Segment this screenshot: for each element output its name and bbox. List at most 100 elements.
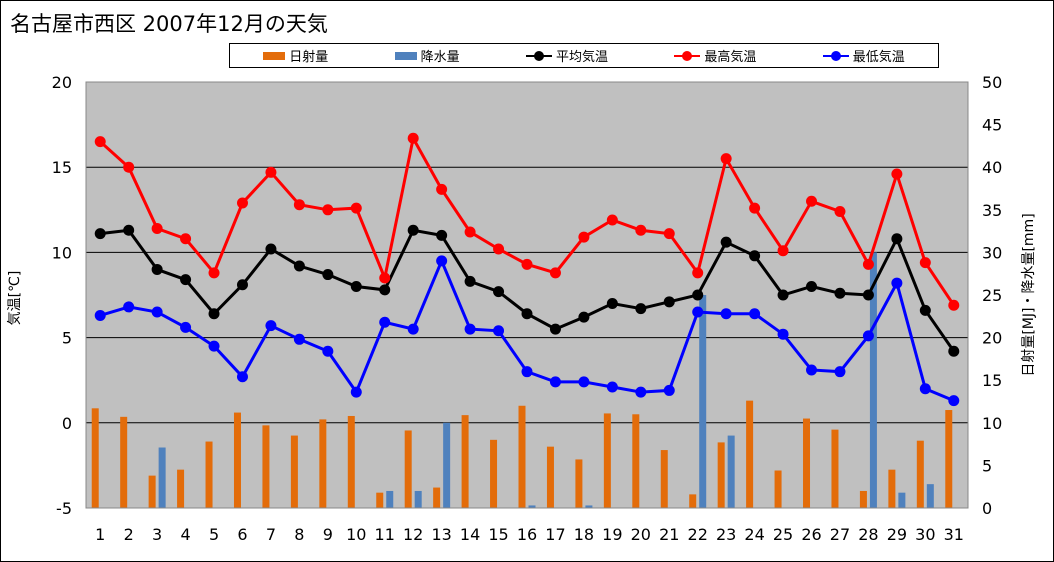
bar-solar	[262, 425, 270, 508]
bar-solar	[205, 441, 213, 508]
point-avg	[919, 304, 931, 316]
bar-solar	[233, 412, 241, 508]
bar-rain	[386, 490, 394, 508]
point-max	[720, 153, 732, 165]
x-tick-label: 5	[209, 525, 219, 544]
y-right-tick-label: 50	[982, 73, 1002, 92]
x-tick-label: 4	[180, 525, 190, 544]
legend-swatch-solar	[263, 51, 286, 60]
point-max	[350, 202, 362, 214]
point-max	[464, 226, 476, 238]
y-right-tick-label: 30	[982, 243, 1002, 262]
y-axis-left-label: 気温[℃]	[7, 270, 23, 326]
point-min	[578, 376, 590, 388]
bar-solar	[575, 459, 583, 508]
point-max	[94, 136, 106, 148]
bar-solar	[689, 494, 697, 508]
point-max	[549, 267, 561, 279]
legend-label-avg: 平均気温	[555, 50, 608, 65]
bar-solar	[91, 408, 99, 508]
point-max	[407, 132, 419, 144]
x-tick-label: 18	[574, 525, 594, 544]
point-max	[265, 166, 277, 178]
x-tick-label: 1	[95, 525, 105, 544]
bar-solar	[319, 419, 327, 508]
point-max	[180, 233, 192, 245]
bar-rain	[898, 492, 906, 508]
bar-solar	[490, 439, 498, 508]
x-tick-label: 20	[631, 525, 651, 544]
point-avg	[293, 260, 305, 272]
point-avg	[834, 287, 846, 299]
bar-solar	[376, 492, 384, 508]
point-min	[265, 320, 277, 332]
point-max	[293, 199, 305, 211]
x-tick-label: 12	[403, 525, 423, 544]
bar-solar	[404, 430, 412, 508]
point-min	[749, 308, 761, 320]
y-right-tick-label: 35	[982, 201, 1002, 220]
x-tick-label: 2	[124, 525, 134, 544]
point-min	[606, 381, 618, 393]
y-axis-right-label: 日射量[MJ]・降水量[mm]	[1021, 213, 1037, 377]
point-avg	[635, 303, 647, 315]
point-min	[379, 316, 391, 328]
y-right-tick-label: 0	[982, 499, 992, 518]
point-min	[151, 306, 163, 318]
x-tick-label: 29	[887, 525, 907, 544]
x-tick-label: 17	[545, 525, 565, 544]
bar-solar	[774, 470, 782, 508]
chart-title: 名古屋市西区 2007年12月の天気	[10, 12, 328, 36]
bar-solar	[177, 469, 185, 508]
legend-swatch-min	[822, 50, 849, 62]
point-min	[549, 376, 561, 388]
x-tick-label: 10	[346, 525, 366, 544]
point-avg	[464, 275, 476, 287]
point-avg	[692, 289, 704, 301]
point-min	[834, 366, 846, 378]
point-avg	[663, 296, 675, 308]
point-max	[663, 228, 675, 240]
point-max	[436, 183, 448, 195]
legend-label-min: 最低気温	[852, 50, 905, 65]
point-max	[493, 243, 505, 255]
point-avg	[236, 279, 248, 291]
legend-swatch-rain	[394, 51, 417, 60]
bar-solar	[888, 469, 896, 508]
x-tick-label: 8	[294, 525, 304, 544]
x-tick-label: 7	[266, 525, 276, 544]
point-min	[464, 323, 476, 335]
legend-swatch-avg	[525, 50, 552, 62]
x-tick-label: 26	[801, 525, 821, 544]
point-avg	[720, 236, 732, 248]
bar-solar	[717, 442, 725, 508]
point-max	[151, 223, 163, 235]
point-avg	[151, 263, 163, 275]
legend-item-solar: 日射量	[263, 46, 328, 65]
point-avg	[94, 228, 106, 240]
x-tick-label: 6	[237, 525, 247, 544]
bar-solar	[746, 400, 754, 508]
bar-solar	[461, 415, 469, 508]
point-min	[94, 309, 106, 321]
point-avg	[606, 298, 618, 310]
x-tick-label: 3	[152, 525, 162, 544]
point-avg	[806, 280, 818, 292]
point-avg	[180, 274, 192, 286]
point-min	[806, 364, 818, 376]
point-min	[891, 277, 903, 289]
point-min	[493, 325, 505, 337]
x-tick-label: 16	[517, 525, 537, 544]
point-avg	[948, 345, 960, 357]
point-min	[777, 328, 789, 340]
point-min	[236, 371, 248, 383]
y-right-tick-label: 45	[982, 116, 1002, 135]
legend-item-min: 最低気温	[822, 46, 905, 65]
point-avg	[862, 289, 874, 301]
y-left-tick-label: 10	[52, 243, 72, 262]
bar-rain	[158, 447, 166, 508]
y-right-tick-label: 20	[982, 329, 1002, 348]
point-min	[208, 340, 220, 352]
bar-solar	[120, 416, 128, 508]
